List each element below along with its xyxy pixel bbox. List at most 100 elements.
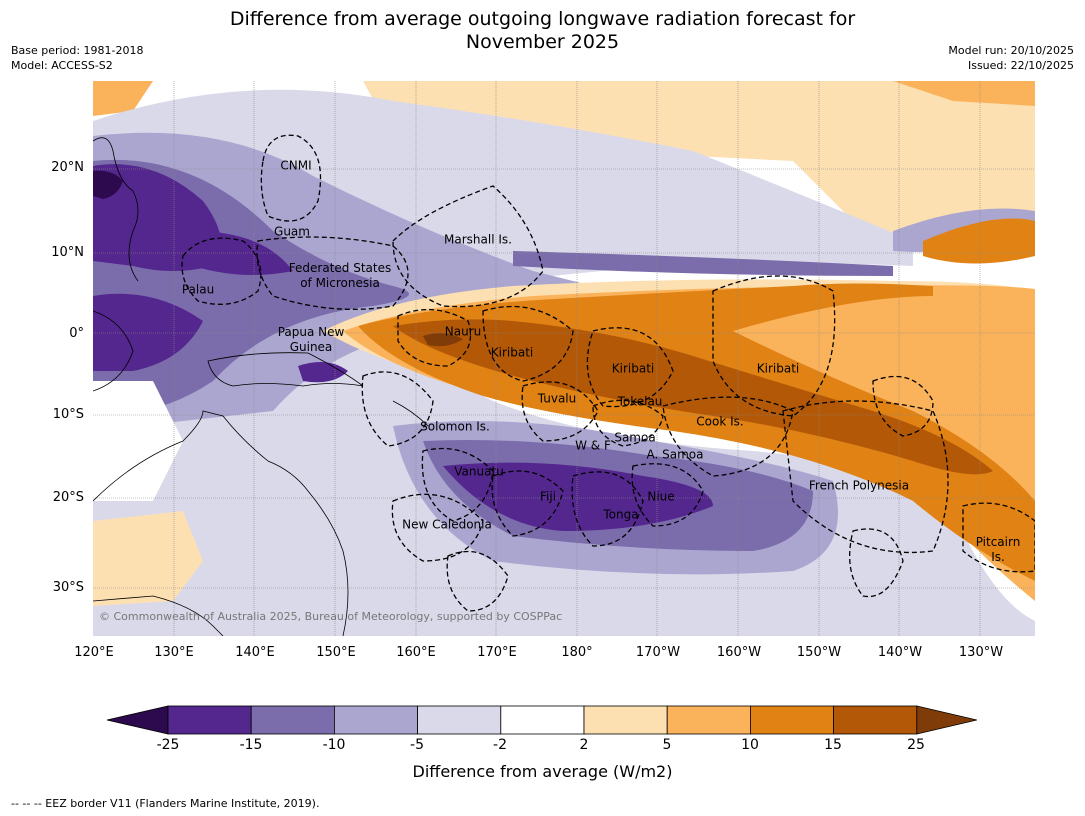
eez-fp-north <box>872 375 934 437</box>
issued-date: Issued: 22/10/2025 <box>967 59 1074 72</box>
colorbar-tick: -5 <box>410 737 424 753</box>
colorbar <box>106 705 977 735</box>
colorbar-extend-low <box>106 705 169 735</box>
eez-tonga <box>571 471 644 547</box>
eez-borders <box>181 134 1035 612</box>
pitcairn-line-1: Pitcairn <box>975 535 1021 549</box>
lon-tick: 160°W <box>716 645 762 660</box>
colorbar-tick: 5 <box>662 737 672 753</box>
png-line-1: Papua New <box>277 325 345 339</box>
colorbar-segment <box>500 705 585 735</box>
eez-nauru <box>397 308 472 367</box>
eez-palau <box>181 237 262 305</box>
eez-norfolk <box>446 550 509 612</box>
lon-tick: 150°E <box>316 645 356 660</box>
lon-tick: 170°W <box>635 645 681 660</box>
lat-tick: 0° <box>69 326 84 341</box>
region-label-french-polynesia: French Polynesia <box>808 478 910 493</box>
colorbar-tick: 2 <box>579 737 589 753</box>
region-label-fsm: Federated States of Micronesia <box>289 261 391 291</box>
anomaly-zone <box>923 218 1035 264</box>
anomaly-zone <box>513 251 893 276</box>
anomaly-zone <box>93 170 123 199</box>
anomaly-zone <box>393 319 993 475</box>
anomaly-zone <box>93 81 153 116</box>
eez-fsm <box>256 236 409 310</box>
lon-tick: 120°E <box>74 645 114 660</box>
pitcairn-line-2: Is. <box>991 550 1005 564</box>
australia-coast <box>93 410 349 636</box>
colorbar-segment <box>333 705 418 735</box>
region-label-png: Papua New Guinea <box>278 325 345 355</box>
eez-new-caledonia <box>391 493 484 562</box>
lon-tick: 130°W <box>958 645 1004 660</box>
eez-south <box>849 528 904 598</box>
eez-tuvalu <box>521 381 599 442</box>
eez-pitcairn <box>962 502 1035 573</box>
colorbar-segment <box>167 705 252 735</box>
colorbar-segment <box>750 705 835 735</box>
lon-tick: 140°E <box>235 645 275 660</box>
eez-french-polynesia <box>782 400 949 554</box>
copyright-notice: © Commonwealth of Australia 2025, Bureau… <box>99 610 563 623</box>
region-label-tokelau: Tokelau <box>617 394 663 409</box>
colorbar-segment <box>417 705 502 735</box>
eez-kiribati-w <box>482 305 574 382</box>
region-label-cook: Cook Is. <box>696 414 744 429</box>
region-label-nauru: Nauru <box>444 324 482 339</box>
fsm-line-2: of Micronesia <box>300 276 380 290</box>
eez-tokelau <box>592 399 664 447</box>
anomaly-zone <box>93 293 203 371</box>
region-label-wf: W & F <box>575 438 611 453</box>
colorbar-tick: 25 <box>907 737 925 753</box>
eez-fiji <box>491 470 564 537</box>
region-label-kiribati-e: Kiribati <box>756 361 800 376</box>
title-line-2: November 2025 <box>465 31 620 53</box>
anomaly-zone <box>93 164 221 271</box>
eez-cook <box>662 396 794 477</box>
colorbar-tick: -2 <box>493 737 507 753</box>
model-run: Model run: 20/10/2025 <box>948 44 1074 57</box>
lon-tick: 170°E <box>477 645 517 660</box>
eez-vanuatu <box>421 447 494 522</box>
lat-tick: 20°S <box>52 490 84 505</box>
colorbar-tick: -25 <box>156 737 180 753</box>
region-label-vanuatu: Vanuatu <box>454 464 504 479</box>
colorbar-segment <box>250 705 335 735</box>
region-label-tonga: Tonga <box>603 507 639 522</box>
region-label-asamoa: A. Samoa <box>646 447 704 462</box>
colorbar-title: Difference from average (W/m2) <box>412 762 673 781</box>
fsm-line-1: Federated States <box>288 261 392 275</box>
colorbar-tick: 10 <box>741 737 759 753</box>
lon-tick: 160°E <box>396 645 436 660</box>
png-line-2: Guinea <box>289 340 333 354</box>
australia-south-coast <box>93 595 224 636</box>
colorbar-extend-high <box>916 705 977 735</box>
region-label-cnmi: CNMI <box>280 158 312 173</box>
footnote: -- -- -- EEZ border V11 (Flanders Marine… <box>11 797 320 810</box>
philippines-coast <box>93 137 139 282</box>
lat-tick: 10°S <box>52 407 84 422</box>
base-period: Base period: 1981-2018 <box>11 44 144 57</box>
region-label-tuvalu: Tuvalu <box>537 391 577 406</box>
page-title: Difference from average outgoing longwav… <box>0 8 1085 54</box>
anomaly-zone <box>93 381 183 501</box>
olr-anomaly-map <box>93 81 1035 636</box>
meta-right: Model run: 20/10/2025 Issued: 22/10/2025 <box>948 43 1074 73</box>
colorbar-segment <box>666 705 751 735</box>
anomaly-zone <box>298 362 348 383</box>
region-label-kiribati-w: Kiribati <box>490 345 534 360</box>
colorbar-segment <box>833 705 918 735</box>
anomaly-zone <box>423 333 463 347</box>
lat-tick: 20°N <box>51 160 84 175</box>
eez-kiribati-c <box>586 327 674 408</box>
region-label-marshall: Marshall Is. <box>444 232 512 247</box>
colorbar-segments <box>106 705 977 735</box>
region-label-solomon: Solomon Is. <box>420 419 490 434</box>
region-label-samoa: Samoa <box>614 430 656 445</box>
borneo-coast <box>93 310 134 392</box>
region-label-fiji: Fiji <box>539 489 557 504</box>
eez-niue <box>631 463 704 527</box>
model-name: Model: ACCESS-S2 <box>11 59 113 72</box>
lon-tick: 140°W <box>877 645 923 660</box>
